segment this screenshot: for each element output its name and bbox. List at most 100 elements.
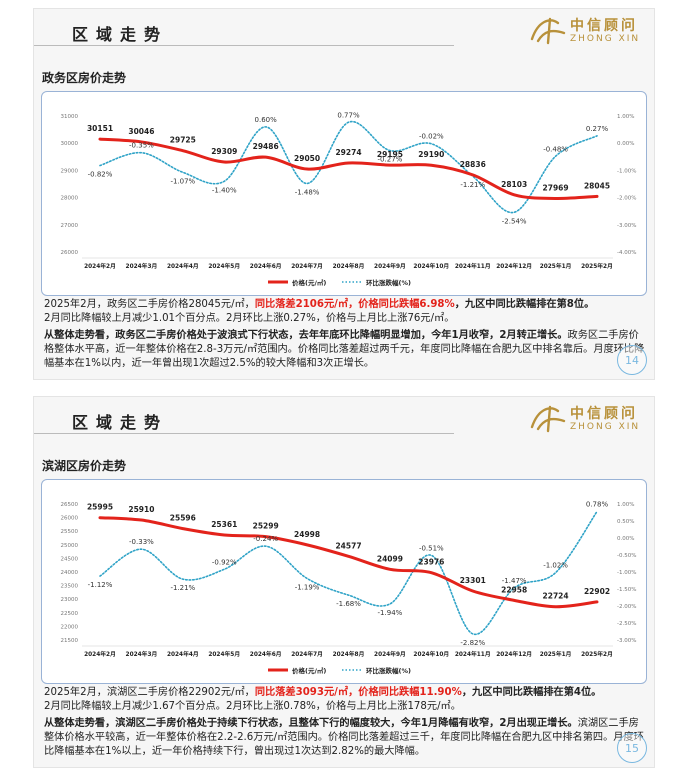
logo-text-en: ZHONG XIN [570, 34, 641, 44]
x-axis-tick: 2024年3月 [126, 262, 158, 270]
right-axis-tick: -1.00% [617, 570, 636, 576]
right-axis-tick: -2.50% [617, 621, 636, 627]
price-data-label: 25910 [128, 505, 154, 514]
left-axis-tick: 27000 [61, 223, 79, 229]
left-axis-tick: 25000 [61, 543, 79, 549]
mom-change-series-line [99, 120, 598, 214]
mom-change-data-label: -2.54% [502, 217, 527, 225]
right-axis-tick: 0.00% [617, 141, 634, 147]
left-axis-tick: 26000 [61, 250, 79, 256]
mom-change-data-label: 0.78% [586, 500, 609, 508]
right-axis-tick: -1.50% [617, 587, 636, 593]
right-axis-tick: 0.00% [617, 536, 634, 542]
left-axis-tick: 22000 [61, 624, 79, 630]
price-data-label: 29486 [253, 142, 279, 151]
left-axis-tick: 24000 [61, 570, 79, 576]
mom-change-data-label: 0.77% [337, 111, 360, 119]
x-axis-tick: 2024年2月 [84, 650, 116, 658]
price-data-label: 28045 [584, 181, 610, 190]
right-axis-tick: -2.00% [617, 196, 636, 202]
left-axis-tick: 23500 [61, 584, 79, 590]
mom-change-data-label: -0.27% [378, 156, 403, 164]
right-axis-tick: -1.00% [617, 168, 636, 174]
analysis-paragraph: 从整体走势看，政务区二手房价格处于波浪式下行状态，去年年底环比降幅明显增加，今年… [44, 329, 648, 371]
summary-text-a: 2025年2月，滨湖区二手房价格22902元/㎡， [44, 687, 255, 698]
price-data-label: 22724 [543, 592, 569, 601]
price-data-label: 25596 [170, 514, 196, 523]
analysis-bold: 从整体走势看，滨湖区二手房价格处于持续下行状态，且整体下行的幅度较大，今年1月降… [44, 718, 578, 729]
price-data-label: 23976 [418, 558, 444, 567]
zhongxin-logo: 中信顾问 ZHONG XIN [528, 401, 648, 437]
left-axis-tick: 22500 [61, 611, 79, 617]
price-data-label: 22958 [501, 585, 527, 594]
price-data-label: 29309 [211, 147, 237, 156]
price-trend-chart: 31000 30000 29000 28000 27000 26000 1.00% 0.00%… [41, 91, 647, 296]
mom-change-data-label: -1.19% [295, 583, 320, 591]
price-series-line [98, 516, 599, 609]
price-trend-chart: 26500 26000 25500 25000 24500 24000 23500 23000… [41, 479, 647, 684]
analysis-paragraph: 从整体走势看，滨湖区二手房价格处于持续下行状态，且整体下行的幅度较大，今年1月降… [44, 717, 648, 759]
mom-change-data-label: -1.40% [212, 186, 237, 194]
left-axis-tick: 21500 [61, 638, 79, 644]
summary-paragraph: 2025年2月，政务区二手房价格28045元/㎡，同比落差2106元/㎡，价格同… [44, 298, 648, 326]
price-data-label: 25361 [211, 520, 237, 529]
page-number-badge: 14 [617, 345, 647, 375]
price-data-label: 22902 [584, 587, 610, 596]
zhongxin-logo: 中信顾问 ZHONG XIN [528, 13, 648, 49]
mom-change-data-label: -0.02% [419, 133, 444, 141]
summary-highlight: 同比落差2106元/㎡，价格同比跌幅6.98% [254, 299, 455, 310]
x-axis-tick: 2024年5月 [208, 650, 240, 658]
zhongxin-logo-icon [530, 405, 566, 433]
x-axis-tick: 2024年7月 [291, 262, 323, 270]
summary-paragraph: 2025年2月，滨湖区二手房价格22902元/㎡，同比落差3093元/㎡，价格同… [44, 686, 648, 714]
mom-change-data-label: -1.48% [295, 188, 320, 196]
slide-2: 区域走势 中信顾问 ZHONG XIN 滨湖区房价走势 26500 26000 25… [33, 396, 655, 768]
legend-price-label: 价格(元/㎡) [292, 666, 326, 675]
summary-line-2: 2月同比降幅较上月减少1.01个百分点。2月环比上涨0.27%，价格与上月比上涨… [44, 313, 455, 324]
chart-section-title: 政务区房价走势 [42, 71, 127, 85]
mom-change-data-label: -1.12% [88, 581, 113, 589]
legend-mom-label: 环比涨跌幅(%) [366, 666, 411, 675]
left-axis-tick: 25500 [61, 529, 79, 535]
analysis-rest: 滨湖区二手房整体价格水平较高，近一年整体价格在2.2-2.6万元/㎡范围内。价格… [44, 718, 644, 757]
left-axis-tick: 31000 [61, 114, 79, 120]
x-axis-tick: 2024年3月 [126, 650, 158, 658]
mom-change-series-line [99, 510, 598, 635]
right-axis-tick: -3.00% [617, 223, 636, 229]
mom-change-data-label: -1.21% [170, 584, 195, 592]
slide-header-title: 区域走势 [72, 413, 169, 432]
price-trend-chart-svg: 26500 26000 25500 25000 24500 24000 23500 23000… [61, 500, 637, 675]
mom-change-data-label: -1.21% [460, 181, 485, 189]
price-data-label: 24099 [377, 554, 403, 563]
mom-change-data-label: -0.51% [419, 544, 444, 552]
price-data-label: 27969 [543, 183, 569, 192]
left-axis-tick: 24500 [61, 556, 79, 562]
x-axis-tick: 2024年12月 [496, 262, 532, 270]
right-axis-tick: -3.00% [617, 638, 636, 644]
left-axis-tick: 30000 [61, 141, 79, 147]
x-axis-tick: 2025年1月 [540, 650, 572, 658]
x-axis-tick: 2025年1月 [540, 262, 572, 270]
x-axis-tick: 2024年11月 [455, 262, 491, 270]
price-data-label: 29725 [170, 136, 196, 145]
right-axis-tick: 1.00% [617, 114, 634, 120]
mom-change-data-label: -0.92% [212, 558, 237, 566]
x-axis-tick: 2024年7月 [291, 650, 323, 658]
price-data-label: 25299 [253, 522, 279, 531]
price-data-label: 25995 [87, 503, 113, 512]
mom-change-data-label: -0.33% [129, 538, 154, 546]
header-divider [34, 45, 454, 46]
right-axis-tick: -2.00% [617, 604, 636, 610]
x-axis-tick: 2024年12月 [496, 650, 532, 658]
mom-change-data-label: -0.48% [543, 145, 568, 153]
x-axis-tick: 2024年8月 [333, 262, 365, 270]
price-data-label: 29195 [377, 150, 403, 159]
mom-change-data-label: 0.27% [586, 125, 609, 133]
right-axis-tick: -4.00% [617, 250, 636, 256]
page-number-badge: 15 [617, 733, 647, 763]
logo-text-cn: 中信顾问 [570, 18, 638, 34]
summary-text-b: ，九区中同比跌幅排在第8位。 [454, 299, 595, 310]
mom-change-data-label: -0.24% [253, 535, 278, 543]
price-data-label: 24998 [294, 530, 320, 539]
header-divider [34, 433, 454, 434]
